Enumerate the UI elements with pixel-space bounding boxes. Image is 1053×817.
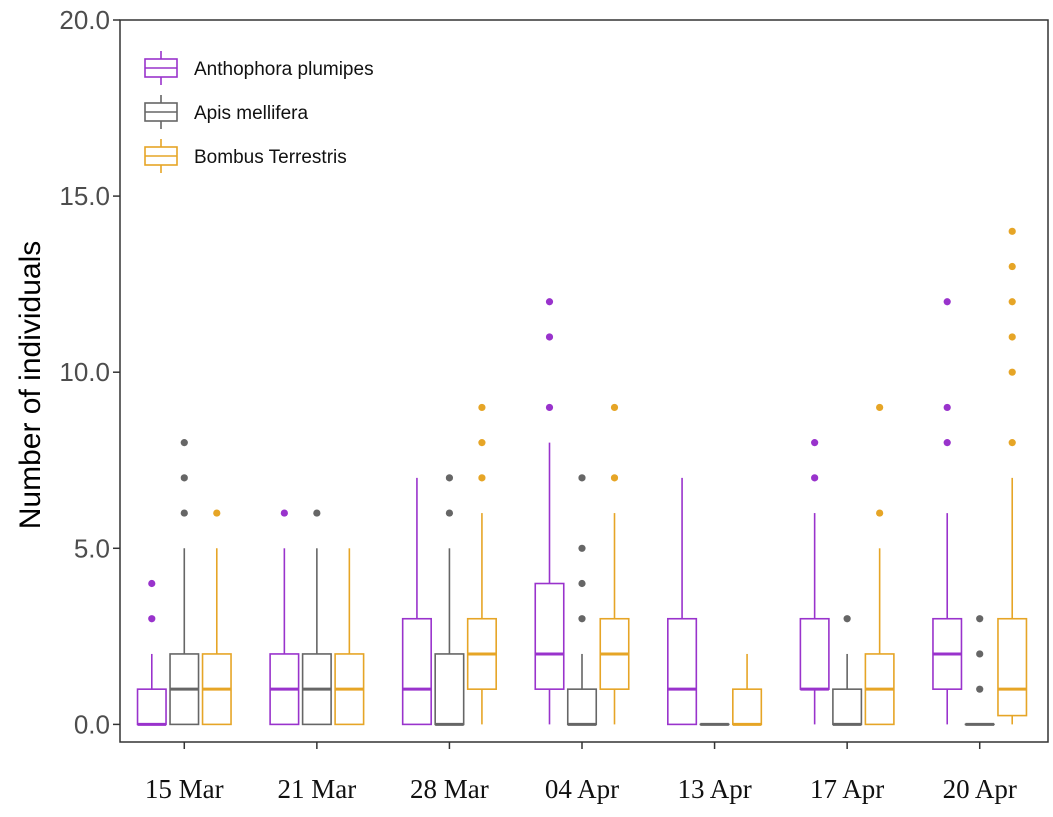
x-tick-label: 21 Mar (277, 774, 356, 804)
outlier-point (1008, 298, 1016, 306)
box (334, 548, 365, 726)
outlier-point (811, 474, 819, 482)
series-2 (201, 227, 1028, 726)
box-body (566, 688, 598, 726)
box (997, 227, 1028, 725)
legend-label: Apis mellifera (194, 103, 308, 124)
legend-label: Anthophora plumipes (194, 59, 374, 80)
outlier-point (445, 509, 454, 517)
box (301, 509, 332, 726)
x-tick-label: 20 Apr (943, 774, 1017, 804)
outlier-point (578, 474, 586, 482)
legend: Anthophora plumipes Apis mellifera Bombus … (144, 51, 374, 173)
outlier-point (545, 403, 554, 412)
y-axis-title: Number of individuals (14, 241, 47, 529)
outlier-point (1008, 439, 1016, 447)
box (401, 477, 432, 726)
x-tick-label: 15 Mar (145, 774, 224, 804)
outlier-point (976, 615, 984, 623)
legend-item: Bombus Terrestris (144, 139, 347, 173)
x-axis: 15 Mar 21 Mar 28 Mar 04 Apr 13 Apr 17 Apr 20 A… (145, 742, 1017, 804)
outlier-point (578, 579, 586, 588)
outlier-point (545, 298, 554, 306)
outlier-point (876, 403, 884, 412)
outlier-point (280, 509, 288, 517)
outlier-point (148, 579, 156, 588)
x-tick-label: 13 Apr (677, 774, 751, 804)
outlier-point (478, 403, 486, 412)
box (434, 474, 465, 726)
box-body (997, 617, 1028, 717)
y-axis: 0.0 5.0 10.0 15.0 20.0 (59, 5, 120, 739)
legend-item: Apis mellifera (144, 95, 308, 129)
box (136, 579, 167, 726)
outlier-point (545, 333, 554, 341)
outlier-point (213, 509, 221, 517)
series-1 (169, 439, 995, 726)
box (201, 509, 232, 726)
box (864, 403, 895, 726)
box (534, 298, 565, 725)
box (799, 439, 830, 725)
box-body (434, 653, 465, 726)
outlier-point (180, 509, 188, 517)
x-tick-label: 17 Apr (810, 774, 884, 804)
outlier-point (976, 650, 984, 658)
box (566, 474, 598, 726)
box (169, 439, 200, 726)
legend-label: Bombus Terrestris (194, 147, 347, 168)
outlier-point (1008, 333, 1016, 341)
y-tick-label: 0.0 (74, 709, 110, 739)
y-tick-label: 20.0 (59, 5, 110, 35)
box-body (732, 688, 763, 726)
outlier-point (843, 615, 851, 623)
outlier-point (148, 615, 156, 623)
box-body (136, 688, 167, 726)
legend-item: Anthophora plumipes (144, 51, 374, 85)
outlier-point (811, 439, 819, 447)
outlier-point (478, 474, 486, 482)
outlier-point (180, 439, 188, 447)
box (599, 403, 630, 725)
box (269, 509, 300, 726)
outlier-point (578, 615, 586, 623)
box (466, 403, 497, 725)
box (932, 298, 963, 725)
outlier-point (578, 544, 586, 552)
plot-frame (119, 19, 1049, 743)
box (667, 477, 698, 726)
outlier-point (313, 509, 321, 517)
outlier-point (478, 439, 486, 447)
box-body (799, 617, 830, 690)
outlier-point (876, 509, 884, 517)
outlier-point (943, 439, 951, 447)
plot-border (119, 19, 1049, 743)
box-body (534, 582, 565, 690)
x-tick-label: 04 Apr (545, 774, 619, 804)
outlier-point (1008, 368, 1016, 376)
outlier-point (180, 474, 188, 482)
outlier-point (445, 474, 454, 482)
outlier-point (943, 298, 951, 306)
outlier-point (1008, 262, 1016, 271)
y-tick-label: 5.0 (74, 533, 110, 563)
box (832, 615, 863, 726)
box (964, 615, 995, 726)
box-body (832, 688, 863, 726)
series-0 (136, 298, 963, 726)
outlier-point (610, 403, 619, 412)
outlier-point (610, 474, 619, 482)
outlier-point (1008, 227, 1016, 235)
box-body (401, 617, 432, 726)
box-groups (136, 227, 1028, 726)
outlier-point (943, 403, 951, 412)
y-tick-label: 15.0 (59, 181, 110, 211)
box-body (667, 617, 698, 726)
box (732, 653, 763, 726)
x-tick-label: 28 Mar (410, 774, 489, 804)
y-tick-label: 10.0 (59, 357, 110, 387)
outlier-point (976, 685, 984, 693)
